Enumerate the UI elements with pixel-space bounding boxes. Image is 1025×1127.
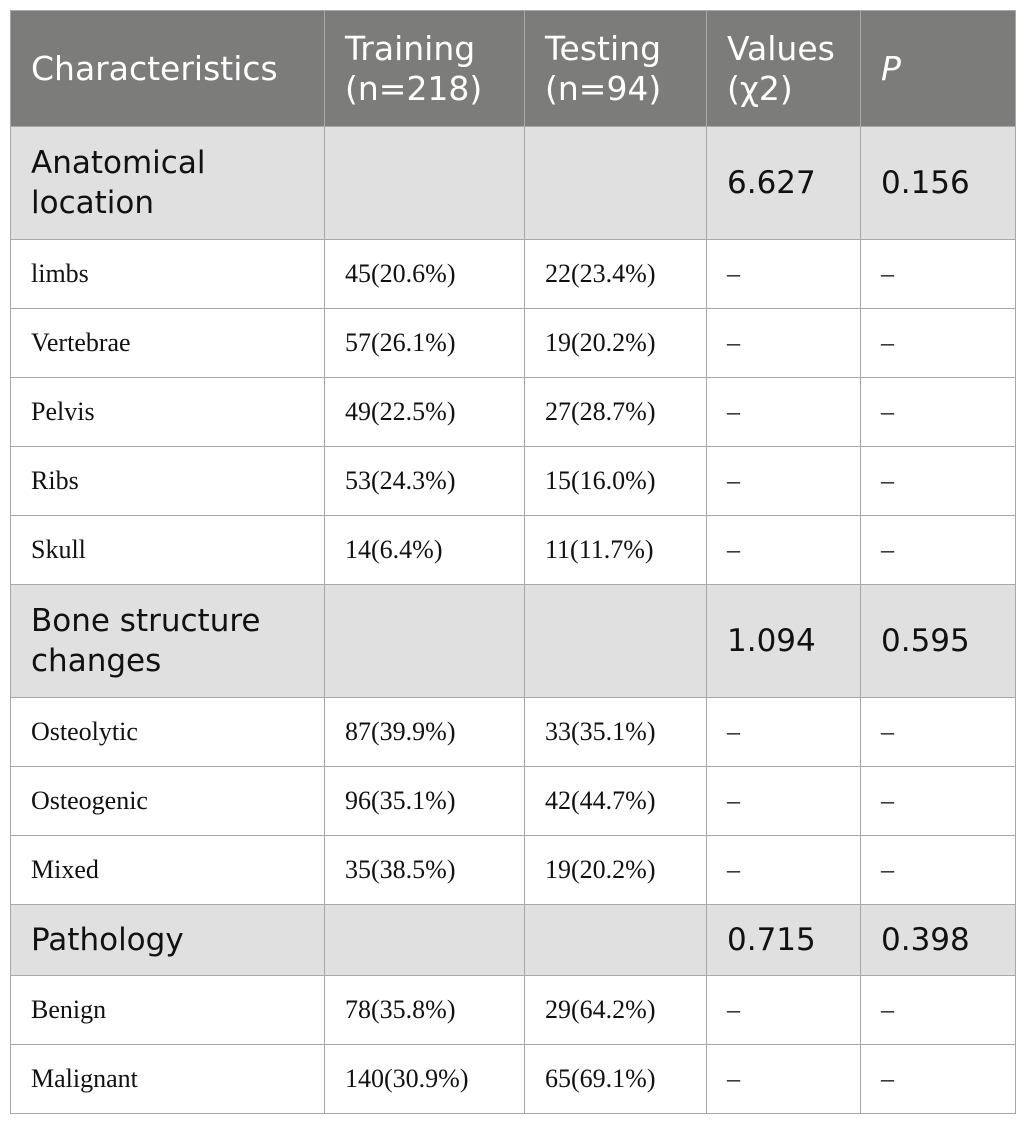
row-value: – — [706, 515, 861, 585]
row-training: 53(24.3%) — [324, 446, 525, 516]
row-value: – — [706, 308, 861, 378]
row-testing: 27(28.7%) — [524, 377, 707, 447]
section-row-pathology: Pathology 0.715 0.398 — [10, 904, 1016, 976]
row-value: – — [706, 975, 861, 1045]
row-label: limbs — [10, 239, 325, 309]
row-label: Osteogenic — [10, 766, 325, 836]
table-header-row: Characteristics Training (n=218) Testing… — [10, 10, 1016, 127]
section-training-cell — [324, 126, 525, 240]
row-label: Malignant — [10, 1044, 325, 1114]
section-training-cell — [324, 584, 525, 698]
row-label: Ribs — [10, 446, 325, 516]
row-testing: 29(64.2%) — [524, 975, 707, 1045]
row-testing: 33(35.1%) — [524, 697, 707, 767]
row-p: – — [860, 377, 1016, 447]
row-testing: 42(44.7%) — [524, 766, 707, 836]
section-p: 0.398 — [860, 904, 1016, 976]
section-p: 0.156 — [860, 126, 1016, 240]
row-training: 78(35.8%) — [324, 975, 525, 1045]
table-row: Benign 78(35.8%) 29(64.2%) – – — [10, 975, 1016, 1045]
section-name: Bone structure changes — [10, 584, 325, 698]
section-name: Anatomical location — [10, 126, 325, 240]
row-value: – — [706, 239, 861, 309]
table-row: limbs 45(20.6%) 22(23.4%) – – — [10, 239, 1016, 309]
row-p: – — [860, 308, 1016, 378]
table-row: Pelvis 49(22.5%) 27(28.7%) – – — [10, 377, 1016, 447]
section-row-anatomical-location: Anatomical location 6.627 0.156 — [10, 126, 1016, 240]
row-testing: 19(20.2%) — [524, 835, 707, 905]
row-testing: 65(69.1%) — [524, 1044, 707, 1114]
section-testing-cell — [524, 126, 707, 240]
row-p: – — [860, 515, 1016, 585]
section-value: 6.627 — [706, 126, 861, 240]
row-p: – — [860, 766, 1016, 836]
section-value: 0.715 — [706, 904, 861, 976]
table-row: Mixed 35(38.5%) 19(20.2%) – – — [10, 835, 1016, 905]
row-value: – — [706, 766, 861, 836]
row-testing: 22(23.4%) — [524, 239, 707, 309]
table-row: Skull 14(6.4%) 11(11.7%) – – — [10, 515, 1016, 585]
table-row: Vertebrae 57(26.1%) 19(20.2%) – – — [10, 308, 1016, 378]
header-testing: Testing (n=94) — [524, 10, 707, 127]
table-row: Osteolytic 87(39.9%) 33(35.1%) – – — [10, 697, 1016, 767]
row-training: 87(39.9%) — [324, 697, 525, 767]
section-value: 1.094 — [706, 584, 861, 698]
header-training: Training (n=218) — [324, 10, 525, 127]
characteristics-table: Characteristics Training (n=218) Testing… — [10, 10, 1016, 1114]
row-value: – — [706, 377, 861, 447]
row-label: Pelvis — [10, 377, 325, 447]
row-label: Skull — [10, 515, 325, 585]
row-testing: 15(16.0%) — [524, 446, 707, 516]
row-testing: 11(11.7%) — [524, 515, 707, 585]
section-p: 0.595 — [860, 584, 1016, 698]
row-p: – — [860, 975, 1016, 1045]
row-training: 57(26.1%) — [324, 308, 525, 378]
section-testing-cell — [524, 584, 707, 698]
row-label: Osteolytic — [10, 697, 325, 767]
section-name: Pathology — [10, 904, 325, 976]
row-label: Mixed — [10, 835, 325, 905]
table-row: Ribs 53(24.3%) 15(16.0%) – – — [10, 446, 1016, 516]
row-value: – — [706, 1044, 861, 1114]
row-label: Vertebrae — [10, 308, 325, 378]
header-characteristics: Characteristics — [10, 10, 325, 127]
section-training-cell — [324, 904, 525, 976]
row-training: 35(38.5%) — [324, 835, 525, 905]
row-p: – — [860, 835, 1016, 905]
row-training: 45(20.6%) — [324, 239, 525, 309]
row-p: – — [860, 1044, 1016, 1114]
section-row-bone-structure-changes: Bone structure changes 1.094 0.595 — [10, 584, 1016, 698]
row-value: – — [706, 697, 861, 767]
row-value: – — [706, 835, 861, 905]
row-testing: 19(20.2%) — [524, 308, 707, 378]
row-training: 49(22.5%) — [324, 377, 525, 447]
row-training: 96(35.1%) — [324, 766, 525, 836]
section-testing-cell — [524, 904, 707, 976]
row-p: – — [860, 697, 1016, 767]
row-training: 14(6.4%) — [324, 515, 525, 585]
row-value: – — [706, 446, 861, 516]
row-label: Benign — [10, 975, 325, 1045]
table-row: Malignant 140(30.9%) 65(69.1%) – – — [10, 1044, 1016, 1114]
header-values: Values (χ2) — [706, 10, 861, 127]
row-p: – — [860, 239, 1016, 309]
row-training: 140(30.9%) — [324, 1044, 525, 1114]
row-p: – — [860, 446, 1016, 516]
header-p: P — [860, 10, 1016, 127]
table-row: Osteogenic 96(35.1%) 42(44.7%) – – — [10, 766, 1016, 836]
